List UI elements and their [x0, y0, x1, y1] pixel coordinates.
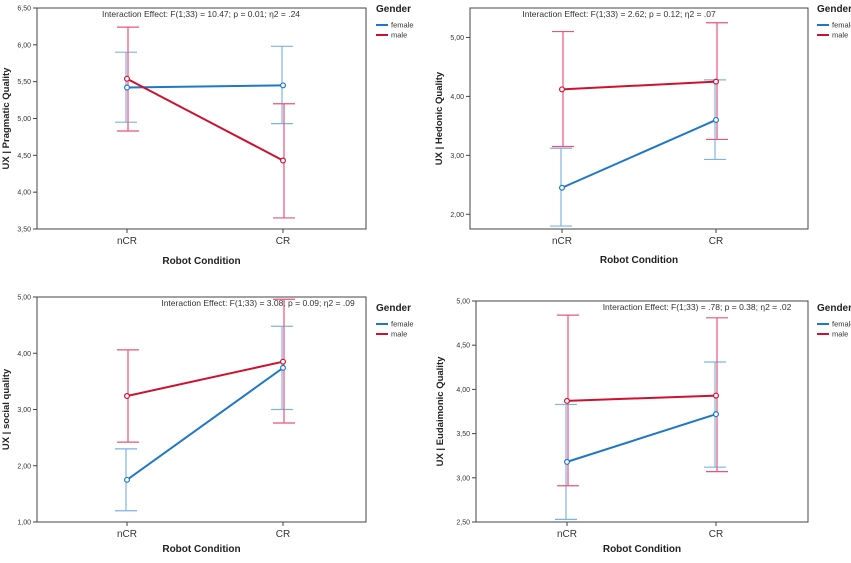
y-tick-label: 6,00: [17, 42, 31, 49]
legend-label-female: female: [832, 320, 851, 329]
chart-panel-4: 2,50 3,00 3,50 4,00 4,50 5,00 nCR CR Robot Condi…: [435, 299, 851, 556]
y-axis-label: UX | Hedonic Quality: [434, 71, 445, 165]
y-tick-label: 5,50: [17, 79, 31, 86]
chart-title: Interaction Effect: F(1;33) = 2.62; p = …: [522, 9, 716, 19]
legend-label-male: male: [391, 330, 407, 339]
legend-title: Gender: [817, 303, 851, 314]
x-axis-label: Robot Condition: [603, 544, 681, 555]
series-line-male: [126, 77, 284, 162]
data-point-male: [123, 75, 130, 82]
chart-panel-1: 3,50 4,00 4,50 5,00 5,50 6,00 6,50 nCR CR Robot C…: [1, 4, 414, 267]
chart-title: Interaction Effect: F(1;33) = .78; p = 0…: [603, 302, 792, 312]
data-point-male: [280, 157, 287, 164]
chart-title: Interaction Effect: F(1;33) = 3.08; p = …: [161, 298, 355, 308]
x-axis-label: Robot Condition: [162, 256, 240, 267]
series-line-male: [126, 360, 284, 397]
legend-label-female: female: [391, 320, 414, 329]
x-tick-label: nCR: [117, 236, 137, 247]
legend-label-male: male: [832, 31, 848, 40]
y-tick-label: 4,50: [17, 153, 31, 160]
data-point-female: [280, 82, 287, 89]
y-tick-label: 5,00: [450, 35, 464, 42]
series-line-female: [126, 367, 284, 481]
x-tick-label: nCR: [557, 529, 577, 540]
legend-label-female: female: [832, 21, 851, 30]
legend-title: Gender: [376, 303, 411, 314]
y-tick-label: 4,00: [456, 387, 470, 394]
y-tick-label: 4,00: [17, 190, 31, 197]
y-tick-label: 4,00: [17, 351, 31, 358]
x-tick-label: CR: [709, 529, 723, 540]
data-point-female: [123, 84, 130, 91]
data-point-female: [558, 184, 565, 191]
y-tick-label: 2,50: [456, 520, 470, 527]
legend-label-male: male: [832, 330, 848, 339]
y-tick-label: 3,00: [450, 153, 464, 160]
y-axis-label: UX | Pragmatic Quality: [1, 67, 12, 170]
series-line-male: [561, 80, 717, 91]
x-tick-label: CR: [276, 529, 290, 540]
data-point-male: [712, 78, 719, 85]
x-tick-label: CR: [276, 236, 290, 247]
data-point-female: [280, 364, 287, 371]
legend-title: Gender: [376, 4, 411, 15]
data-point-female: [563, 458, 570, 465]
y-axis-label: UX | social quality: [1, 368, 12, 450]
legend-title: Gender: [817, 4, 851, 15]
x-axis-label: Robot Condition: [162, 544, 240, 555]
data-point-male: [280, 358, 287, 365]
x-tick-label: nCR: [552, 236, 572, 247]
data-point-female: [712, 116, 719, 123]
data-point-male: [123, 393, 130, 400]
y-tick-label: 5,00: [17, 116, 31, 123]
x-axis-label: Robot Condition: [600, 255, 678, 266]
data-point-male: [558, 86, 565, 93]
chart-panel-3: 1,00 2,00 3,00 4,00 5,00 nCR CR Robot Condition…: [1, 295, 414, 556]
y-tick-label: 6,50: [17, 6, 31, 13]
plot-frame: [475, 300, 809, 523]
data-point-female: [123, 476, 130, 483]
data-point-female: [712, 411, 719, 418]
y-tick-label: 2,00: [17, 463, 31, 470]
series-line-male: [566, 394, 717, 402]
y-tick-label: 5,00: [17, 295, 31, 302]
series-line-female: [561, 119, 717, 189]
x-tick-label: CR: [709, 236, 723, 247]
legend-label-male: male: [391, 31, 407, 40]
chart-title: Interaction Effect: F(1;33) = 10.47; p =…: [102, 9, 300, 19]
legend-label-female: female: [391, 21, 414, 30]
series-line-female: [126, 84, 284, 89]
y-tick-label: 3,00: [456, 475, 470, 482]
y-tick-label: 2,00: [450, 212, 464, 219]
y-tick-label: 1,00: [17, 520, 31, 527]
y-tick-label: 3,00: [17, 407, 31, 414]
plot-frame: [36, 296, 367, 523]
y-tick-label: 4,50: [456, 343, 470, 350]
y-axis-label: UX | Eudaimonic Quality: [435, 356, 446, 467]
data-point-male: [712, 392, 719, 399]
data-point-male: [563, 397, 570, 404]
series-line-female: [566, 413, 717, 463]
y-tick-label: 5,00: [456, 299, 470, 306]
chart-panel-2: 2,00 3,00 4,00 5,00 nCR CR Robot Condition UX |…: [434, 4, 851, 266]
plot-frame: [469, 7, 809, 230]
y-tick-label: 4,00: [450, 94, 464, 101]
y-tick-label: 3,50: [456, 431, 470, 438]
x-tick-label: nCR: [117, 529, 137, 540]
y-tick-label: 3,50: [17, 227, 31, 234]
